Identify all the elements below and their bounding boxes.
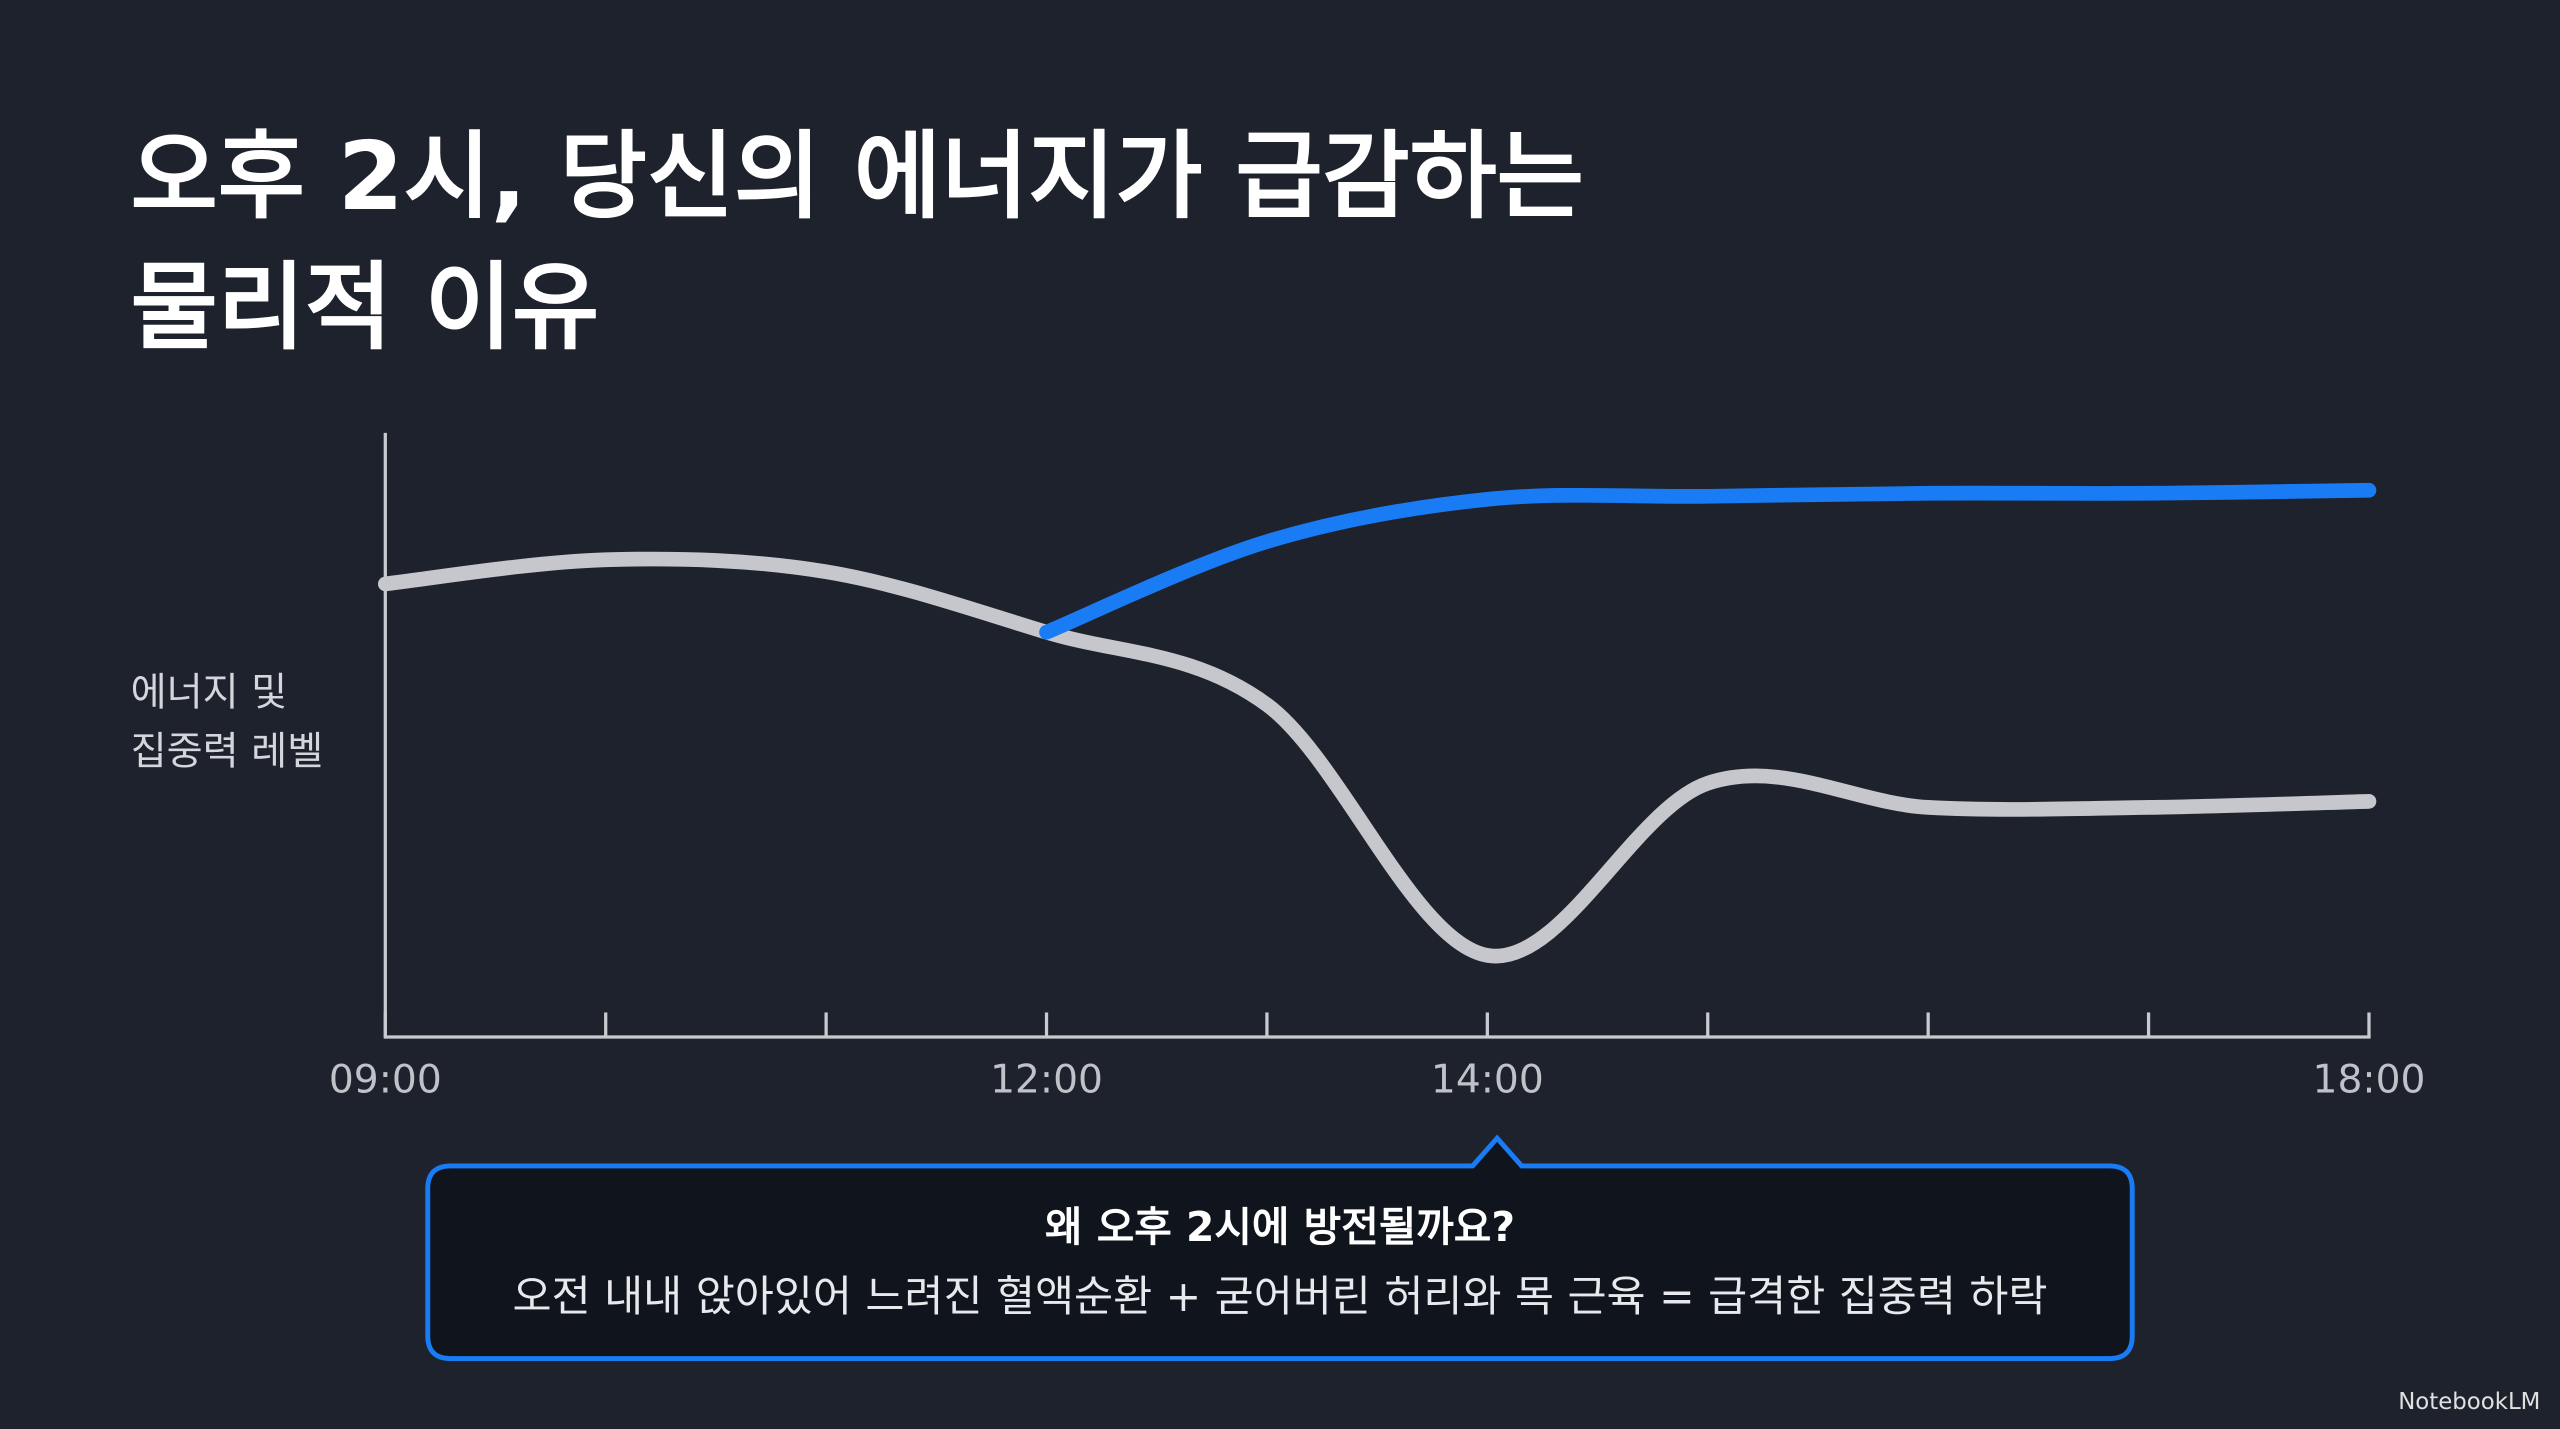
x-tick-label: 09:00	[329, 1057, 442, 1102]
y-axis-label: 집중력 레벨	[131, 729, 324, 774]
x-tick-label: 12:00	[990, 1057, 1103, 1102]
callout-text: 오전 내내 앉아있어 느려진 혈액순환 + 굳어버린 허리와 목 근육 = 급격…	[513, 1273, 2048, 1322]
chart-title: 오후 2시, 당신의 에너지가 급감하는	[131, 122, 1584, 232]
line-series	[377, 551, 2377, 964]
watermark: NotebookLM	[2398, 1389, 2540, 1415]
line-series	[1039, 482, 2377, 640]
callout-box	[425, 1134, 2135, 1362]
callout-title: 왜 오후 2시에 방전될까요?	[1045, 1203, 1515, 1251]
chart-title: 물리적 이유	[131, 253, 600, 363]
plot: 09:00 12:00 14:00 18:00	[329, 482, 2426, 1102]
x-tick-label: 18:00	[2313, 1057, 2426, 1102]
x-tick-label: 14:00	[1431, 1057, 1544, 1102]
y-axis-label: 에너지 및	[131, 671, 288, 716]
